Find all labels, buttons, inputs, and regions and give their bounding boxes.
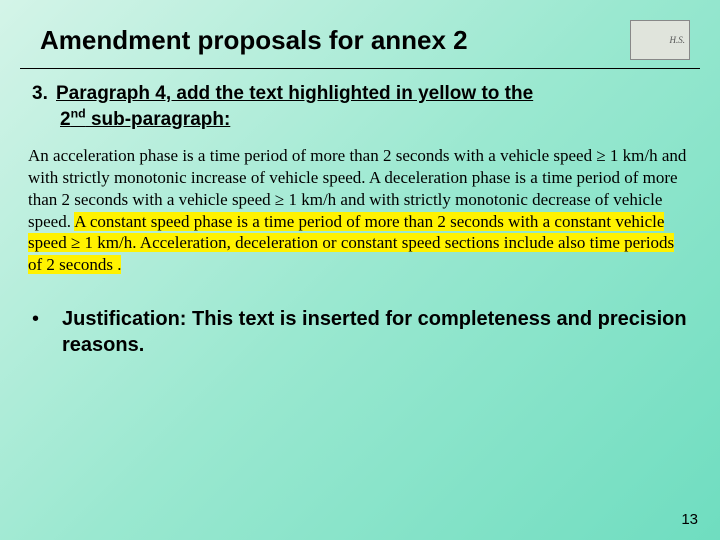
logo-text: H.S. bbox=[670, 35, 686, 45]
bullet-icon: • bbox=[32, 306, 62, 332]
justification-text: Justification: This text is inserted for… bbox=[62, 306, 692, 358]
logo-badge: H.S. bbox=[630, 20, 690, 60]
item3-line2b: sub-paragraph: bbox=[86, 109, 231, 130]
para-highlighted: A constant speed phase is a time period … bbox=[28, 212, 674, 275]
item3-line2a: 2 bbox=[60, 109, 71, 130]
justification-row: • Justification: This text is inserted f… bbox=[28, 306, 692, 358]
item3-line1: Paragraph 4, add the text highlighted in… bbox=[56, 83, 533, 104]
slide-title: Amendment proposals for annex 2 bbox=[40, 25, 468, 56]
slide-content: 3.Paragraph 4, add the text highlighted … bbox=[0, 69, 720, 358]
item3-sup: nd bbox=[71, 107, 86, 121]
numbered-item-3: 3.Paragraph 4, add the text highlighted … bbox=[28, 83, 692, 131]
paragraph-body: An acceleration phase is a time period o… bbox=[28, 145, 692, 276]
page-number: 13 bbox=[681, 511, 698, 528]
item-number: 3. bbox=[32, 83, 56, 105]
